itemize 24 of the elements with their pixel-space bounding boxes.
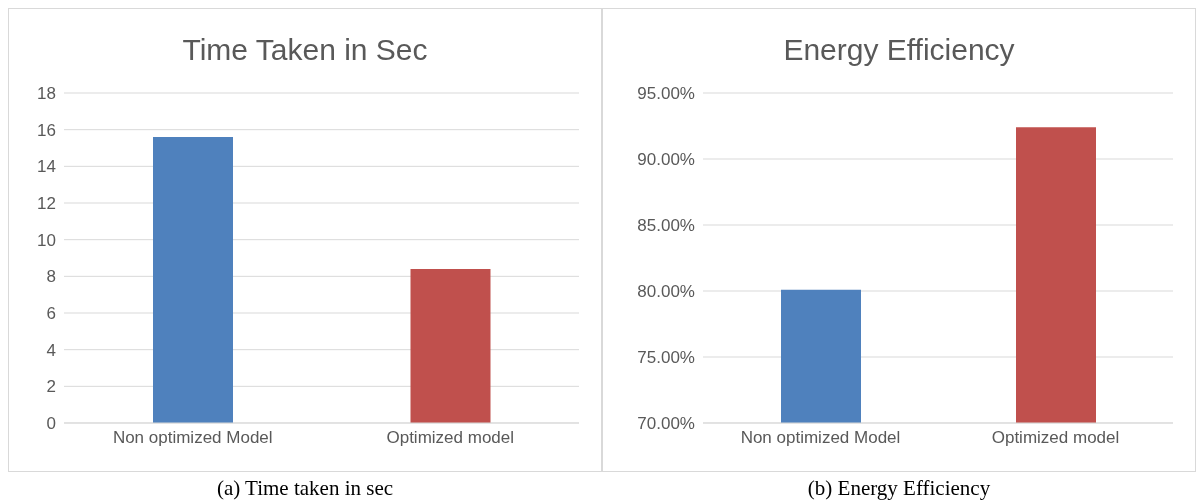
text: (b) Energy Efficiency [806, 476, 992, 501]
y-tick-label: 80.00% [637, 282, 695, 302]
y-tick-label: 2 [46, 377, 56, 397]
x-tick-label: Optimized model [386, 428, 515, 448]
y-tick-label: 8 [46, 267, 56, 287]
x-tick-label: Non optimized Model [740, 428, 901, 448]
y-tick-label: 10 [37, 230, 56, 250]
y-tick-label: 85.00% [637, 216, 695, 236]
y-tick-label: 16 [37, 120, 56, 140]
y-tick-label: 18 [37, 84, 56, 104]
y-tick-label: 6 [46, 304, 56, 324]
chart-title: Time Taken in Sec [181, 33, 429, 68]
y-tick-label: 90.00% [637, 150, 695, 170]
y-tick-label: 12 [37, 194, 56, 214]
y-tick-label: 0 [46, 414, 56, 434]
x-tick-label: Optimized model [991, 428, 1120, 448]
text: (a) Time taken in sec [215, 476, 395, 501]
chart-title: Energy Efficiency [782, 33, 1016, 68]
y-tick-label: 70.00% [637, 414, 695, 434]
y-tick-label: 4 [46, 340, 56, 360]
x-tick-label: Non optimized Model [112, 428, 273, 448]
y-tick-label: 14 [37, 157, 56, 177]
y-tick-label: 75.00% [637, 348, 695, 368]
y-tick-label: 95.00% [637, 84, 695, 104]
